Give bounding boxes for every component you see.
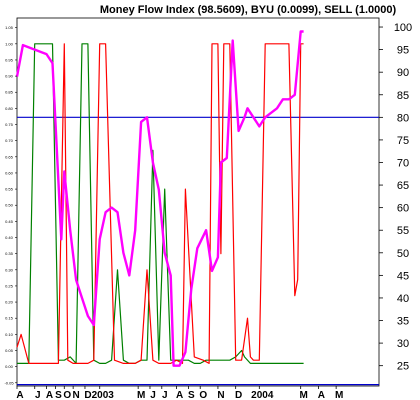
x-tick-label: A [16, 390, 23, 400]
chart-title: Money Flow Index (98.5609), BYU (0.0099)… [100, 4, 397, 16]
series-lines [15, 30, 304, 367]
right-tick-label: 40 [397, 293, 409, 305]
right-tick-label: 80 [397, 112, 409, 124]
x-axis-ticks: A J A S O N D 2003 M J J A S O N D 2004 M A M [16, 386, 343, 400]
x-tick-label: M [335, 390, 343, 400]
left-tick-label: 0.65 [5, 154, 14, 159]
left-tick-label: 0.20 [5, 300, 14, 305]
x-tick-label: O [63, 390, 71, 400]
x-tick-label: D [235, 390, 242, 400]
right-tick-label: 50 [397, 248, 409, 260]
right-tick-label: 70 [397, 157, 409, 169]
left-tick-label: 0.35 [5, 251, 14, 256]
series-line-1 [16, 43, 304, 364]
left-tick-label: 0.50 [5, 203, 14, 208]
right-tick-label: 30 [397, 338, 409, 350]
right-tick-label: 65 [397, 180, 409, 192]
right-tick-label: 85 [397, 90, 409, 102]
left-tick-label: 0.45 [5, 219, 14, 224]
left-tick-label: -0.05 [4, 380, 14, 385]
x-tick-label: 2003 [92, 390, 115, 400]
right-tick-label: 60 [397, 203, 409, 215]
right-tick-label: 45 [397, 270, 409, 282]
left-tick-label: 0.75 [5, 122, 14, 127]
right-tick-label: 35 [397, 316, 409, 328]
series-line-0 [15, 30, 304, 367]
reference-lines [17, 116, 379, 386]
right-axis-ticks: 100 95 90 85 80 75 70 65 60 55 50 45 40 35 30 25 [379, 22, 412, 373]
x-tick-label: O [199, 390, 207, 400]
x-tick-label: A [176, 390, 183, 400]
plot-frame [16, 17, 380, 387]
x-tick-label: J [150, 390, 156, 400]
left-tick-label: 0.70 [5, 138, 14, 143]
left-axis-ticks: 1.05 1.00 0.95 0.90 0.85 0.80 0.75 0.70 0.65 0.60… [4, 25, 17, 385]
x-tick-label: S [188, 390, 195, 400]
left-tick-label: 1.00 [5, 41, 14, 46]
right-tick-label: 95 [397, 45, 409, 57]
left-tick-label: 0.85 [5, 90, 14, 95]
left-tick-label: 1.05 [5, 25, 14, 30]
right-tick-label: 55 [397, 225, 409, 237]
x-tick-label: J [35, 390, 41, 400]
left-tick-label: 0.05 [5, 348, 14, 353]
left-tick-label: 0.10 [5, 332, 14, 337]
x-tick-label: M [300, 390, 308, 400]
left-tick-label: 0.55 [5, 187, 14, 192]
x-tick-label: N [73, 390, 80, 400]
x-tick-label: N [217, 390, 224, 400]
left-tick-label: 0.25 [5, 283, 14, 288]
left-tick-label: 0.15 [5, 316, 14, 321]
x-tick-label: J [162, 390, 168, 400]
x-tick-label: S [55, 390, 62, 400]
x-tick-label: 2004 [251, 390, 274, 400]
left-tick-label: 0.80 [5, 106, 14, 111]
x-tick-label: M [137, 390, 145, 400]
left-tick-label: 0.30 [5, 267, 14, 272]
left-tick-label: 0.40 [5, 235, 14, 240]
left-tick-label: 0.60 [5, 170, 14, 175]
left-tick-label: 0.00 [5, 364, 14, 369]
x-tick-label: D [84, 390, 91, 400]
right-tick-label: 75 [397, 135, 409, 147]
right-tick-label: 25 [397, 361, 409, 373]
left-tick-label: 0.95 [5, 57, 14, 62]
left-tick-label: 0.90 [5, 74, 14, 79]
right-tick-label: 90 [397, 67, 409, 79]
x-tick-label: A [46, 390, 53, 400]
x-tick-label: A [318, 390, 325, 400]
right-tick-label: 100 [394, 22, 412, 34]
